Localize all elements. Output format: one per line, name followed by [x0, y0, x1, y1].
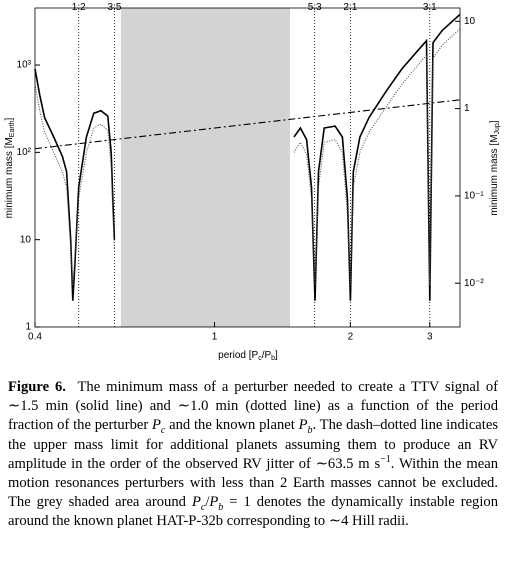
caption-text: . Within the mean motion resonances pert…: [8, 455, 498, 511]
series-line: [293, 13, 461, 301]
caption-math: b: [307, 425, 313, 437]
y2-axis-label: minimum mass [MJup]: [489, 120, 501, 215]
caption-math: b: [218, 502, 224, 514]
y-tick-label: 10²: [17, 147, 32, 158]
x-tick-label: 0.4: [28, 332, 42, 343]
x-tick-label: 1: [212, 332, 218, 343]
caption-text: = 1 denotes the dynamically instable reg…: [8, 494, 498, 530]
caption-math: P: [209, 494, 219, 511]
y-tick-label: 10: [20, 234, 32, 245]
caption-math: c: [160, 425, 166, 437]
series-line: [34, 99, 461, 150]
series-line: [34, 84, 115, 286]
caption-math: −1: [380, 453, 391, 465]
y2-tick-label: 10⁻²: [464, 278, 484, 289]
caption-text: . The dash–dotted line indicates the upp…: [8, 417, 498, 472]
caption-math: P: [298, 417, 308, 434]
x-tick-label: 2: [348, 332, 354, 343]
y2-tick-label: 10⁻¹: [464, 191, 484, 202]
caption: Figure 6. The minimum mass of a perturbe…: [8, 378, 498, 532]
y2-tick-label: 1: [464, 103, 470, 114]
y-tick-label: 1: [25, 322, 31, 333]
series-line: [293, 28, 461, 286]
chart: period [Pc/Pb] minimum mass [MEarth] min…: [4, 2, 501, 362]
y-tick-label: 10³: [17, 60, 32, 71]
caption-text: /: [205, 494, 210, 511]
plot-frame: [34, 7, 461, 328]
caption-text: The minimum mass of a perturber needed t…: [8, 379, 498, 434]
caption-math: P: [151, 417, 161, 434]
y-axis-label: minimum mass [MEarth]: [4, 117, 16, 218]
x-axis-label: period [Pc/Pb]: [218, 350, 278, 362]
caption-math: P: [191, 494, 201, 511]
caption-text: and the known planet: [165, 417, 299, 434]
y2-tick-label: 10: [464, 16, 476, 27]
caption-label: Figure 6.: [8, 379, 66, 395]
shaded-region: [120, 8, 291, 327]
x-tick-label: 3: [427, 332, 433, 343]
caption-math: c: [200, 502, 206, 514]
